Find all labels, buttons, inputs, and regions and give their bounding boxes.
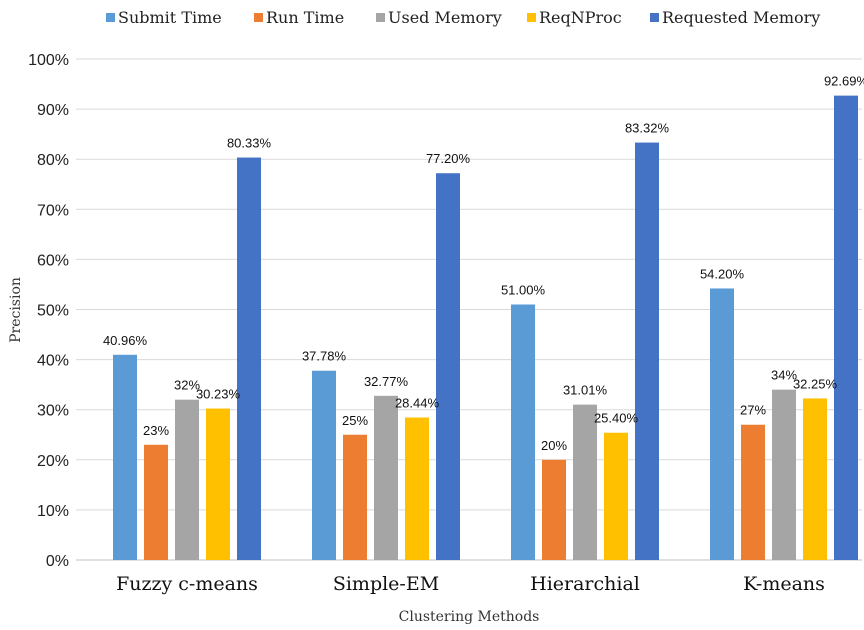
- data-label: 28.44%: [395, 396, 440, 411]
- data-label: 31.01%: [563, 383, 608, 398]
- data-label: 77.20%: [426, 151, 471, 166]
- data-labels: 40.96% 23% 32%30.23% 80.33% 37.78% 25% 32.77% 2…: [103, 74, 864, 453]
- bar-run-time: [542, 459, 566, 560]
- data-label: 51.00%: [501, 282, 546, 297]
- bar-run-time: [343, 434, 367, 560]
- data-label: 92.69%: [824, 74, 864, 89]
- bar-requested-memory: [436, 173, 460, 560]
- legend-swatch: [376, 13, 385, 22]
- y-tick-label: 70%: [37, 202, 69, 219]
- bar-used-memory: [374, 395, 398, 560]
- bar-reqnproc: [803, 398, 827, 560]
- data-label: 32%: [174, 378, 200, 393]
- data-label: 54.20%: [700, 266, 745, 281]
- legend-item: Requested Memory: [650, 8, 820, 27]
- bar-used-memory: [175, 399, 199, 560]
- data-label: 30.23%: [196, 387, 241, 402]
- x-axis-title: Clustering Methods: [399, 609, 540, 625]
- bar-requested-memory: [635, 142, 659, 560]
- data-label: 80.33%: [227, 136, 272, 151]
- bar-run-time: [741, 424, 765, 560]
- legend-item: Used Memory: [376, 8, 502, 27]
- y-axis-title: Precision: [8, 277, 24, 343]
- bars: [113, 95, 858, 561]
- legend-label: ReqNProc: [539, 8, 622, 27]
- data-label: 25%: [342, 413, 368, 428]
- data-label: 34%: [771, 368, 797, 383]
- legend-swatch: [106, 13, 115, 22]
- bar-requested-memory: [237, 157, 261, 561]
- y-tick-label: 50%: [37, 303, 69, 320]
- legend-item: Submit Time: [106, 8, 222, 27]
- y-tick-label: 60%: [37, 252, 69, 269]
- bar-requested-memory: [834, 95, 858, 560]
- x-tick-label: Fuzzy c-means: [116, 573, 258, 595]
- y-tick-label: 80%: [37, 152, 69, 169]
- x-tick-label: K-means: [743, 573, 825, 595]
- legend-swatch: [254, 13, 263, 22]
- bar-submit-time: [511, 304, 535, 560]
- y-tick-label: 10%: [37, 503, 69, 520]
- legend-swatch: [650, 13, 659, 22]
- y-tick-label: 0%: [46, 553, 69, 570]
- y-axis: 0% 10% 20% 30% 40% 50% 60% 70% 80% 90% 100%: [28, 52, 69, 570]
- data-label: 32.77%: [364, 374, 409, 389]
- bar-reqnproc: [206, 408, 230, 560]
- y-tick-label: 90%: [37, 102, 69, 119]
- legend-swatch: [527, 13, 536, 22]
- legend-label: Requested Memory: [662, 8, 820, 27]
- data-label: 23%: [143, 423, 169, 438]
- legend-item: Run Time: [254, 8, 344, 27]
- legend-label: Used Memory: [388, 8, 502, 27]
- bar-used-memory: [573, 404, 597, 560]
- bar-run-time: [144, 444, 168, 560]
- bar-submit-time: [113, 354, 137, 560]
- legend-label: Submit Time: [118, 8, 222, 27]
- bar-submit-time: [312, 370, 336, 560]
- bar-reqnproc: [405, 417, 429, 560]
- data-label: 27%: [740, 403, 766, 418]
- legend: Submit Time Run Time Used Memory ReqNProc Re…: [106, 8, 820, 27]
- data-label: 37.78%: [302, 349, 347, 364]
- bar-reqnproc: [604, 432, 628, 560]
- x-tick-label: Hierarchial: [530, 573, 640, 595]
- data-label: 32.25%: [793, 376, 838, 391]
- bar-used-memory: [772, 389, 796, 560]
- data-label: 20%: [541, 438, 567, 453]
- y-tick-label: 30%: [37, 403, 69, 420]
- legend-item: ReqNProc: [527, 8, 622, 27]
- data-label: 25.40%: [594, 411, 639, 426]
- x-tick-label: Simple-EM: [333, 573, 439, 595]
- bar-submit-time: [710, 288, 734, 560]
- y-tick-label: 100%: [28, 52, 69, 69]
- data-label: 40.96%: [103, 333, 148, 348]
- y-tick-label: 40%: [37, 353, 69, 370]
- legend-label: Run Time: [266, 8, 344, 27]
- y-tick-label: 20%: [37, 453, 69, 470]
- data-label: 83.32%: [625, 121, 670, 136]
- x-axis: Fuzzy c-means Simple-EM Hierarchial K-means: [116, 573, 825, 595]
